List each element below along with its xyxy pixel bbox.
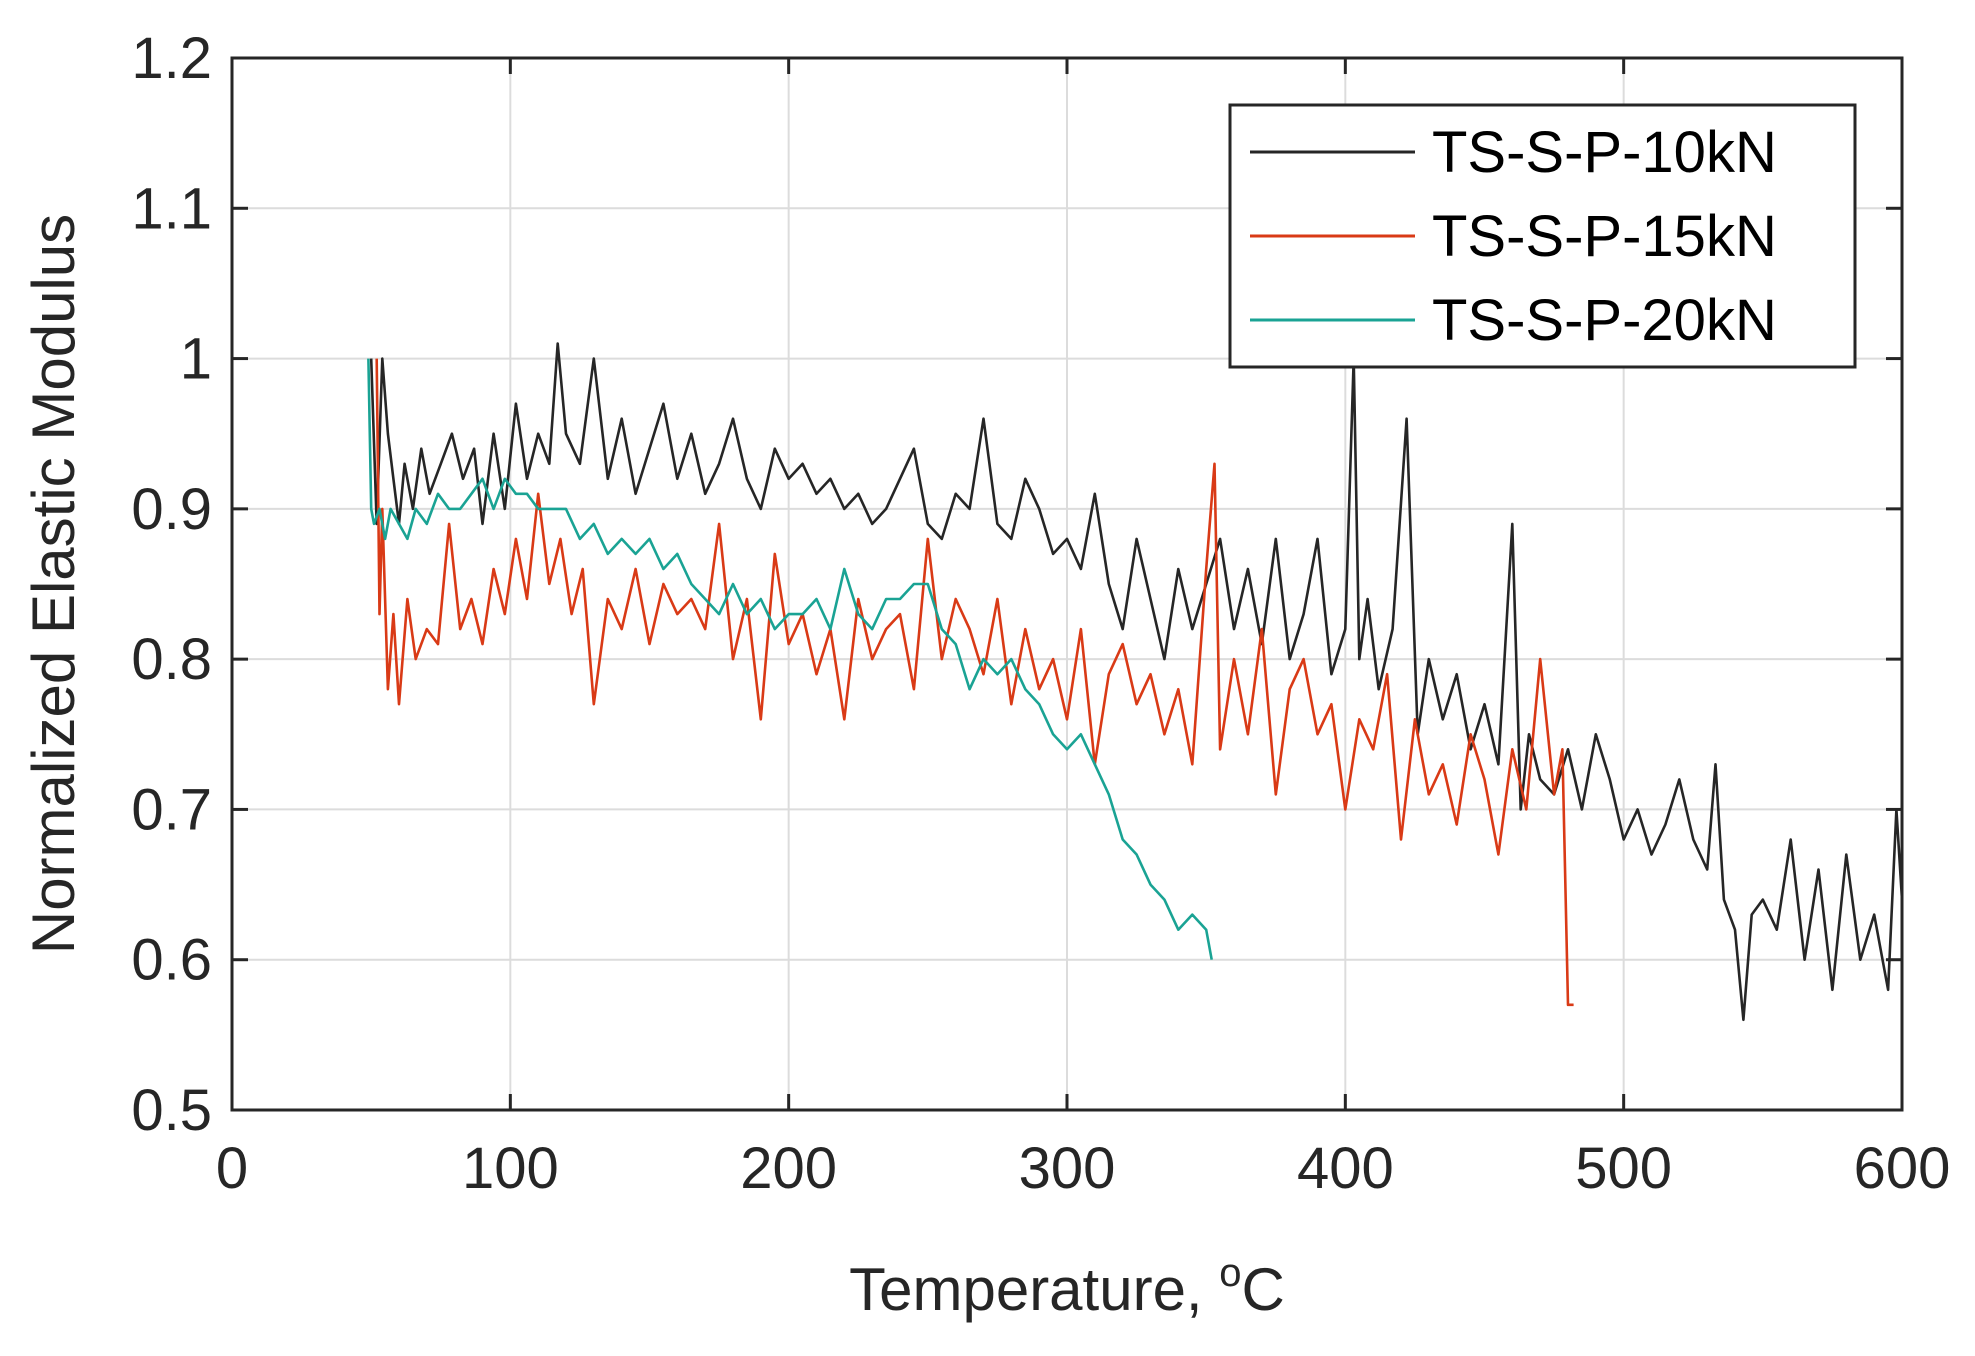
ticks-group — [230, 56, 1904, 1112]
x-tick-label: 500 — [1575, 1136, 1672, 1201]
series-line-ts-s-p-20kn — [367, 358, 1213, 960]
x-tick-label: 400 — [1297, 1136, 1394, 1201]
x-tick-label: 0 — [216, 1136, 248, 1201]
y-axis-label: Normalized Elastic Modulus — [20, 214, 87, 954]
y-tick-labels: 0.5 0.6 0.7 0.8 0.9 1 1.1 1.2 — [131, 26, 212, 1143]
y-tick-label: 1.1 — [131, 176, 212, 241]
y-tick-label: 0.6 — [131, 928, 212, 993]
x-axis-label-superscript: o — [1219, 1251, 1241, 1295]
legend-label-10kn: TS-S-P-10kN — [1432, 120, 1777, 185]
legend: TS-S-P-10kN TS-S-P-15kN TS-S-P-20kN — [1228, 103, 1857, 369]
y-tick-label: 1.2 — [131, 26, 212, 91]
x-tick-label: 200 — [740, 1136, 837, 1201]
y-tick-label: 0.5 — [131, 1078, 212, 1143]
x-tick-label: 600 — [1854, 1136, 1951, 1201]
y-tick-label: 0.8 — [131, 627, 212, 692]
x-tick-label: 100 — [462, 1136, 559, 1201]
series-group — [367, 342, 1904, 1022]
legend-label-15kn: TS-S-P-15kN — [1432, 204, 1777, 269]
x-axis-label: Temperature, oC — [849, 1251, 1285, 1323]
series-line-ts-s-p-15kn — [375, 358, 1574, 1007]
y-tick-label: 0.7 — [131, 777, 212, 842]
y-tick-label: 1 — [180, 327, 212, 392]
series-line-ts-s-p-10kn — [369, 342, 1904, 1022]
x-tick-label: 300 — [1019, 1136, 1116, 1201]
y-tick-label: 0.9 — [131, 477, 212, 542]
legend-label-20kn: TS-S-P-20kN — [1432, 288, 1777, 353]
x-tick-labels: 0 100 200 300 400 500 600 — [216, 1136, 1951, 1201]
